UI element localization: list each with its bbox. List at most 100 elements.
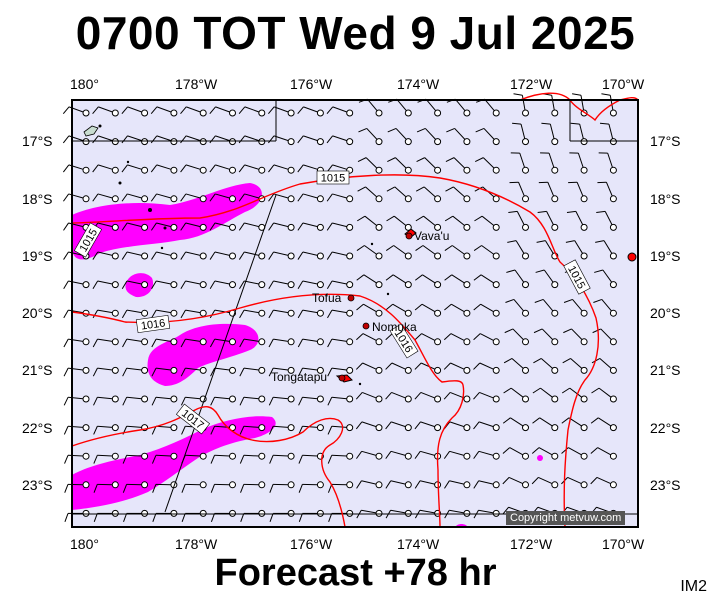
wind-barb	[414, 421, 442, 432]
wind-barb	[386, 186, 412, 203]
wind-barb	[326, 222, 354, 231]
lon-label-172w-bottom: 172°W	[510, 536, 553, 552]
lat-label-22s: 22°S	[22, 420, 53, 436]
lat-label-21s-right: 21°S	[650, 362, 681, 378]
lat-label-20s-right: 20°S	[650, 305, 681, 321]
place-label-nomuka: Nomuka	[372, 320, 417, 334]
wind-barb	[504, 328, 529, 346]
wind-barb	[356, 274, 383, 289]
wind-barb	[92, 135, 119, 146]
wind-barb	[268, 395, 295, 406]
wind-barb	[327, 366, 354, 377]
island	[126, 160, 130, 164]
wind-barb	[151, 338, 178, 348]
wind-barb	[180, 251, 207, 260]
wind-barb	[415, 274, 442, 289]
wind-barb	[298, 395, 324, 406]
lon-label-176w-bottom: 176°W	[290, 536, 333, 552]
wind-barb	[541, 122, 559, 146]
wind-barb	[181, 509, 207, 523]
wind-barb	[180, 309, 207, 319]
wind-barb	[240, 509, 266, 523]
island	[386, 292, 390, 296]
wind-barb	[210, 509, 236, 523]
wind-barb	[415, 245, 442, 260]
wind-barb	[356, 450, 383, 460]
wind-barb	[502, 476, 529, 489]
wind-barb	[473, 391, 500, 403]
wind-barb	[180, 366, 207, 377]
wind-barb	[561, 387, 588, 403]
lat-label-23s-right: 23°S	[650, 477, 681, 493]
wind-barb	[210, 395, 236, 406]
wind-barb	[239, 338, 266, 348]
wind-barb	[533, 358, 559, 374]
wind-barb	[473, 362, 500, 374]
isobar-line	[71, 174, 599, 528]
island-far-east	[627, 252, 637, 262]
wind-barb	[473, 303, 500, 317]
wind-barb	[209, 222, 236, 231]
wind-barb	[210, 424, 236, 435]
wind-barb	[356, 215, 383, 231]
wind-barb	[443, 362, 471, 374]
wind-barb	[503, 358, 529, 374]
lat-label-18s: 18°S	[22, 191, 53, 207]
wind-barb	[596, 210, 617, 231]
wind-barb	[443, 391, 471, 403]
wind-barb	[474, 157, 500, 174]
isobar-line	[519, 92, 639, 122]
wind-barb	[507, 240, 529, 260]
wind-barb	[568, 181, 588, 203]
wind-barb	[268, 222, 295, 231]
wind-barb	[356, 480, 383, 489]
wind-barb	[268, 251, 295, 260]
wind-barb	[239, 395, 266, 406]
wind-barb	[357, 157, 383, 174]
wind-barb	[122, 395, 149, 406]
wind-barb	[239, 452, 266, 464]
wind-barb	[64, 481, 90, 493]
lon-label-178w-bottom: 178°W	[175, 536, 218, 552]
lat-label-17s-right: 17°S	[650, 133, 681, 149]
wind-barb	[535, 269, 559, 289]
isobar-labels: 1015 1015 1015 1016 1016 1017	[73, 170, 591, 435]
wind-barb	[591, 387, 617, 403]
wind-barb	[150, 106, 178, 117]
wind-barb	[443, 450, 471, 460]
wind-barb	[180, 193, 207, 203]
wind-barb	[238, 251, 266, 260]
wind-barb	[123, 509, 149, 523]
wind-barb	[93, 395, 119, 406]
wind-barb	[180, 106, 207, 117]
island	[370, 242, 374, 246]
lon-label-180-bottom: 180°	[70, 536, 99, 552]
wind-barb	[601, 93, 617, 117]
wind-barbs-layer	[62, 93, 617, 523]
wind-barb	[63, 338, 90, 348]
wind-barb	[512, 122, 529, 146]
wind-barb	[209, 106, 236, 117]
wind-barb	[210, 481, 236, 493]
wind-barb	[209, 135, 236, 146]
wind-barb	[297, 338, 324, 348]
wind-barb	[502, 447, 529, 460]
lon-label-174w-bottom: 174°W	[397, 536, 440, 552]
wind-barb	[150, 164, 178, 174]
wind-barb	[297, 280, 324, 289]
wind-barb	[385, 480, 412, 489]
wind-barb	[590, 417, 617, 432]
wind-barb	[63, 280, 90, 289]
wind-barb	[64, 509, 90, 523]
wind-barb	[122, 366, 149, 377]
isobar-line	[71, 406, 346, 528]
wind-barb	[563, 328, 588, 346]
wind-barb	[569, 152, 588, 174]
wind-barb	[387, 157, 412, 174]
wind-barb	[387, 127, 412, 146]
wind-barb	[444, 245, 471, 260]
wind-barb	[298, 509, 324, 523]
marker-nomuka	[362, 322, 370, 330]
wind-barb	[385, 362, 412, 374]
